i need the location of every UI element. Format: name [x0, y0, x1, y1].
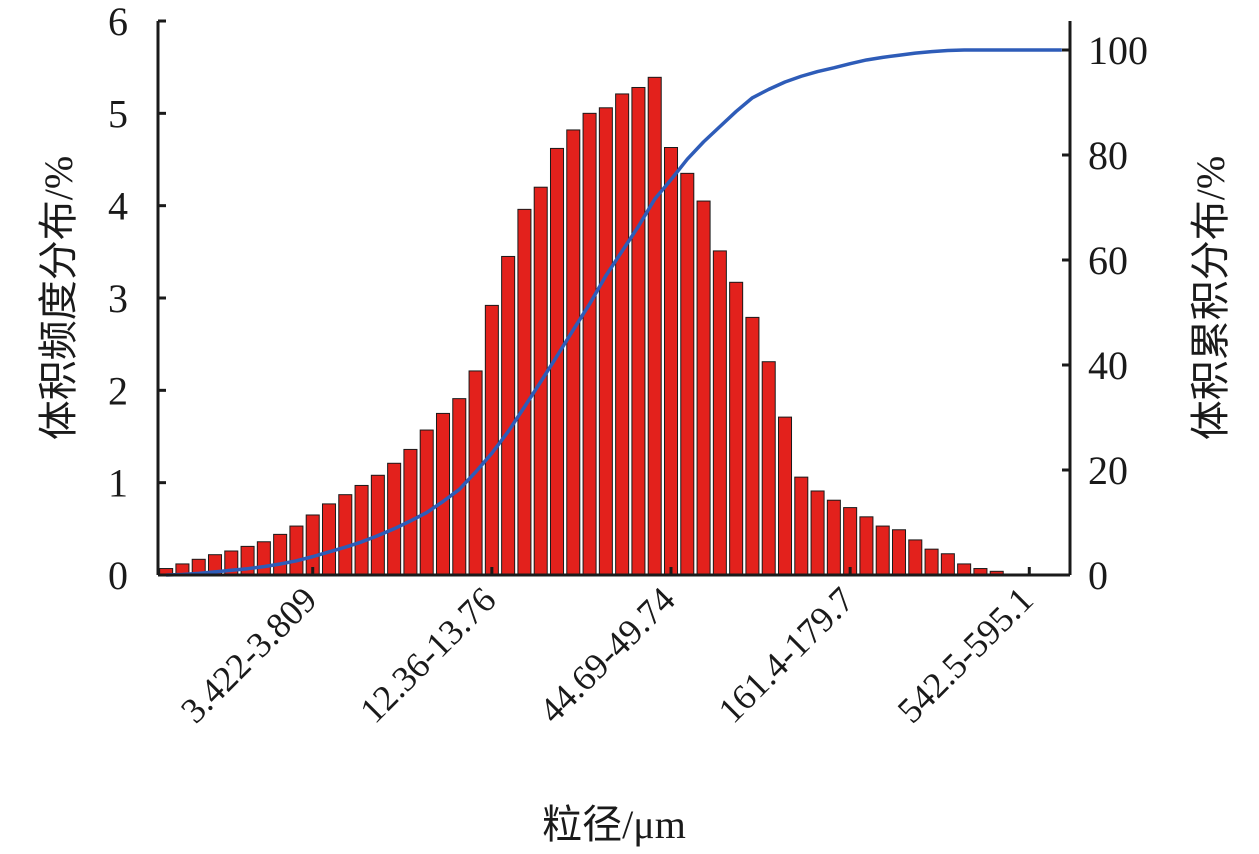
bar — [891, 529, 907, 576]
bar — [859, 516, 874, 576]
x-tick-label: 3.422-3.809 — [173, 579, 324, 730]
x-tick-label: 12.36-13.76 — [352, 579, 503, 730]
bar — [875, 525, 890, 576]
bar — [435, 412, 451, 576]
y-tick-label: 4 — [108, 184, 128, 229]
y2-tick-label: 60 — [1088, 238, 1128, 283]
x-tick-label: 161.4-179.7 — [710, 579, 861, 730]
bar — [354, 484, 369, 576]
axes — [156, 19, 1072, 577]
y-axis-label: 体积频度分布/% — [36, 156, 81, 440]
bar — [957, 563, 972, 576]
bar — [273, 533, 288, 576]
y2-axis-label: 体积累积分布/% — [1188, 156, 1233, 440]
bar — [338, 494, 353, 576]
y-tick-label: 0 — [108, 553, 128, 598]
bar — [387, 462, 402, 576]
bar — [370, 474, 385, 576]
bar — [826, 499, 841, 576]
bar — [712, 250, 727, 576]
bar — [582, 112, 597, 576]
bar — [729, 281, 744, 576]
bar — [598, 107, 613, 576]
x-tick-label: 542.5-595.1 — [890, 579, 1041, 730]
bar — [908, 539, 923, 576]
y2-tick-label: 40 — [1088, 343, 1128, 388]
bar — [696, 200, 711, 576]
cumulative-line — [166, 48, 1062, 577]
bar — [924, 548, 939, 576]
bar — [680, 172, 695, 576]
bar — [794, 476, 809, 576]
y-tick-label: 3 — [108, 276, 128, 321]
bar — [501, 255, 516, 576]
y-tick-label: 6 — [108, 0, 128, 44]
bar — [761, 361, 776, 576]
bar-series — [159, 76, 1021, 576]
y2-tick-label: 100 — [1088, 28, 1148, 73]
bar — [647, 76, 662, 576]
bar — [810, 490, 825, 576]
y-tick-label: 5 — [108, 91, 128, 136]
bar — [305, 514, 320, 576]
y2-tick-label: 20 — [1088, 448, 1128, 493]
bar — [663, 147, 679, 576]
bar — [940, 553, 955, 576]
bar — [321, 503, 337, 576]
bar — [517, 208, 532, 576]
y2-tick-label: 80 — [1088, 133, 1128, 178]
y-tick-label: 1 — [108, 461, 128, 506]
bar — [566, 129, 581, 576]
bar — [843, 507, 858, 576]
x-tick-label: 44.69-49.74 — [531, 579, 682, 730]
bar — [484, 304, 499, 576]
bar — [289, 525, 304, 576]
cumulative-series — [166, 48, 1062, 577]
bar — [745, 316, 760, 576]
y-tick-label: 2 — [108, 368, 128, 413]
bar — [631, 86, 646, 576]
bar — [256, 541, 271, 576]
bar — [615, 93, 630, 576]
bar — [777, 416, 793, 576]
bar — [419, 429, 434, 576]
y2-tick-label: 0 — [1088, 553, 1108, 598]
bar — [403, 448, 418, 576]
x-axis-label: 粒径/μm — [542, 802, 686, 847]
